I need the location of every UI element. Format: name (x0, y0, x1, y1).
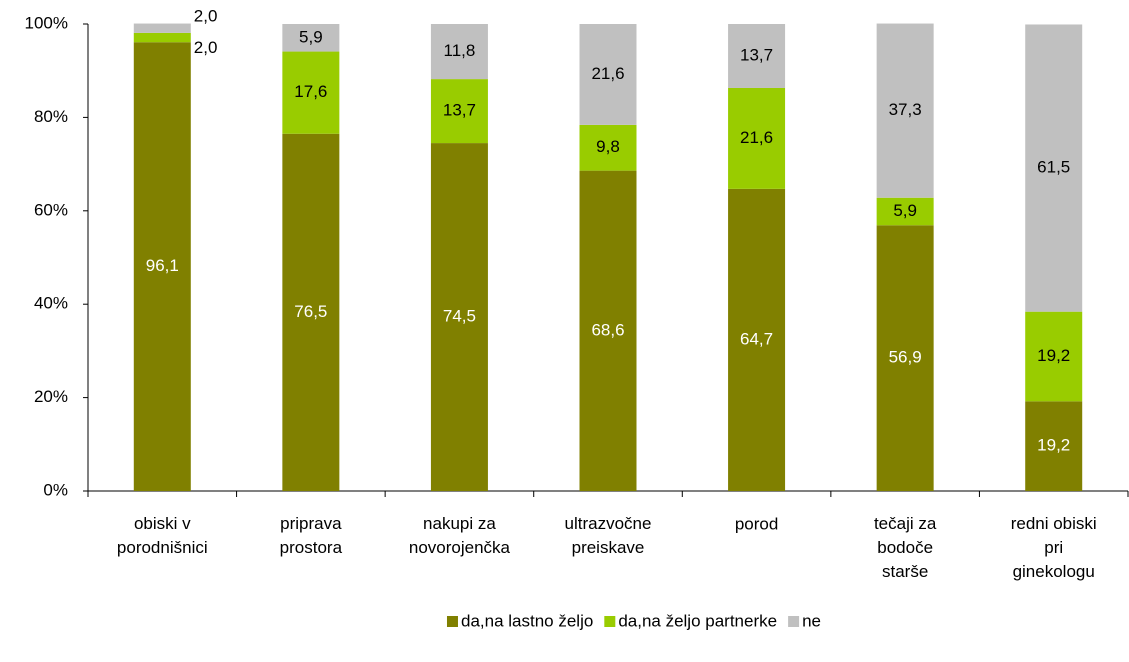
value-label: 9,8 (596, 137, 620, 156)
value-label: 74,5 (443, 307, 476, 326)
value-label: 2,0 (194, 38, 218, 57)
bar-segment (728, 188, 786, 491)
x-tick-label: priprava prostora (280, 514, 343, 557)
legend-swatch (788, 616, 800, 627)
bar-segment (876, 225, 934, 492)
bar-segment (579, 124, 637, 171)
bar-segment (728, 87, 786, 189)
value-label: 13,7 (740, 45, 773, 64)
legend-label: da,na lastno željo (461, 611, 593, 630)
value-label: 17,6 (294, 82, 327, 101)
value-label: 13,7 (443, 101, 476, 120)
value-label: 64,7 (740, 329, 773, 348)
y-tick-label: 60% (34, 200, 68, 219)
y-tick-label: 80% (34, 107, 68, 126)
value-label: 61,5 (1037, 158, 1070, 177)
bar-segment (430, 79, 488, 144)
value-label: 5,9 (893, 201, 917, 220)
value-label: 56,9 (889, 348, 922, 367)
x-tick-label: nakupi za novorojenčka (409, 514, 511, 557)
bar-segment (282, 24, 340, 52)
bar-segment (133, 42, 191, 491)
value-label: 2,0 (194, 7, 218, 26)
legend-label: da,na željo partnerke (618, 611, 777, 630)
x-tick-label: tečaji za bodoče starše (874, 514, 937, 581)
value-label: 19,2 (1037, 346, 1070, 365)
x-tick-label: redni obiski pri ginekologu (1011, 514, 1097, 581)
value-label: 96,1 (146, 256, 179, 275)
y-tick-label: 0% (43, 480, 68, 499)
bar-segment (728, 24, 786, 88)
bar-segment (282, 133, 340, 491)
bar-segment (579, 24, 637, 125)
value-label: 21,6 (591, 64, 624, 83)
value-label: 5,9 (299, 27, 323, 46)
bar-segment (430, 143, 488, 491)
bar-segment (430, 24, 488, 80)
x-tick-label: obiski v porodnišnici (117, 514, 208, 557)
bar-segment (1025, 24, 1083, 312)
value-label: 11,8 (444, 41, 476, 60)
x-tick-label: porod (735, 514, 778, 533)
bar-segment (133, 32, 191, 43)
legend-label: ne (802, 611, 821, 630)
value-label: 37,3 (889, 100, 922, 119)
bar-segment (876, 197, 934, 226)
legend-swatch (446, 616, 458, 627)
value-label: 68,6 (591, 320, 624, 339)
y-tick-label: 40% (34, 294, 68, 313)
legend-swatch (604, 616, 616, 627)
value-label: 76,5 (294, 302, 327, 321)
bar-segment (1025, 401, 1083, 491)
bar-segment (282, 51, 340, 134)
bar-segment (876, 23, 934, 198)
bar-segment (133, 23, 191, 33)
value-label: 21,6 (740, 128, 773, 147)
value-label: 19,2 (1037, 436, 1070, 455)
y-tick-label: 100% (25, 13, 68, 32)
bar-segment (579, 170, 637, 491)
y-tick-label: 20% (34, 387, 68, 406)
bar-segment (1025, 311, 1083, 402)
x-tick-label: ultrazvočne preiskave (565, 514, 652, 557)
